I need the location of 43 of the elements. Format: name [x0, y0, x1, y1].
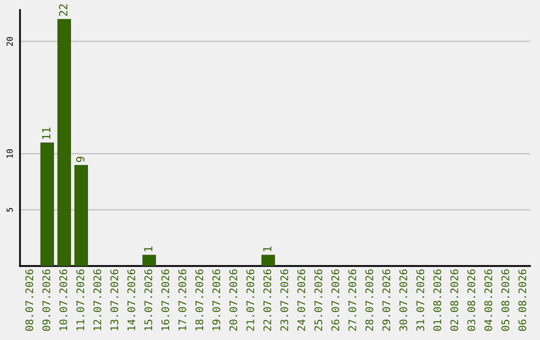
- x-tick-label: 05.08.2026: [501, 269, 510, 331]
- x-tick-label: 14.07.2026: [127, 269, 136, 330]
- x-tick-label: 09.07.2026: [42, 269, 50, 331]
- y-tick-label: 5: [6, 208, 13, 212]
- data-label: 11: [42, 128, 50, 139]
- y-tick-label: 20: [6, 36, 13, 46]
- x-tick-label: 31.07.2026: [416, 269, 424, 331]
- x-tick-label: 12.07.2026: [93, 269, 102, 330]
- x-tick-label: 24.07.2026: [297, 269, 306, 331]
- y-tick-label: 10: [6, 149, 13, 158]
- x-tick-label: 23.07.2026: [280, 269, 288, 331]
- bar: [57, 18, 71, 266]
- x-tick-label: 08.07.2026: [25, 269, 34, 331]
- x-tick-label: 18.07.2026: [195, 269, 204, 330]
- data-label: 22: [59, 4, 68, 16]
- x-tick-label: 02.08.2026: [450, 269, 458, 331]
- data-label: 1: [263, 246, 272, 252]
- x-tick-label: 10.07.2026: [59, 269, 68, 330]
- bar: [74, 164, 88, 266]
- x-tick-label: 15.07.2026: [144, 269, 152, 330]
- data-label: 9: [76, 156, 84, 162]
- x-tick-label: 27.07.2026: [348, 269, 356, 331]
- bar: [142, 254, 156, 266]
- x-tick-label: 21.07.2026: [246, 269, 254, 331]
- x-tick-label: 03.08.2026: [467, 269, 476, 331]
- bar: [261, 254, 275, 266]
- x-tick-label: 30.07.2026: [399, 269, 408, 331]
- x-tick-label: 04.08.2026: [484, 269, 492, 331]
- x-tick-label: 22.07.2026: [263, 269, 272, 331]
- x-tick-label: 17.07.2026: [178, 269, 186, 330]
- x-tick-label: 16.07.2026: [161, 269, 170, 330]
- x-tick-label: 06.08.2026: [518, 269, 526, 331]
- data-label: 1: [144, 246, 152, 252]
- x-tick-label: 29.07.2026: [382, 269, 390, 331]
- x-tick-label: 26.07.2026: [331, 269, 340, 331]
- x-tick-label: 28.07.2026: [365, 269, 374, 331]
- x-tick-label: 13.07.2026: [110, 269, 118, 330]
- x-tick-label: 20.07.2026: [229, 269, 238, 331]
- x-tick-label: 19.07.2026: [212, 269, 220, 330]
- x-tick-label: 01.08.2026: [433, 269, 442, 331]
- x-tick-label: 25.07.2026: [314, 269, 322, 331]
- x-tick-label: 11.07.2026: [76, 269, 84, 330]
- bar: [40, 142, 54, 266]
